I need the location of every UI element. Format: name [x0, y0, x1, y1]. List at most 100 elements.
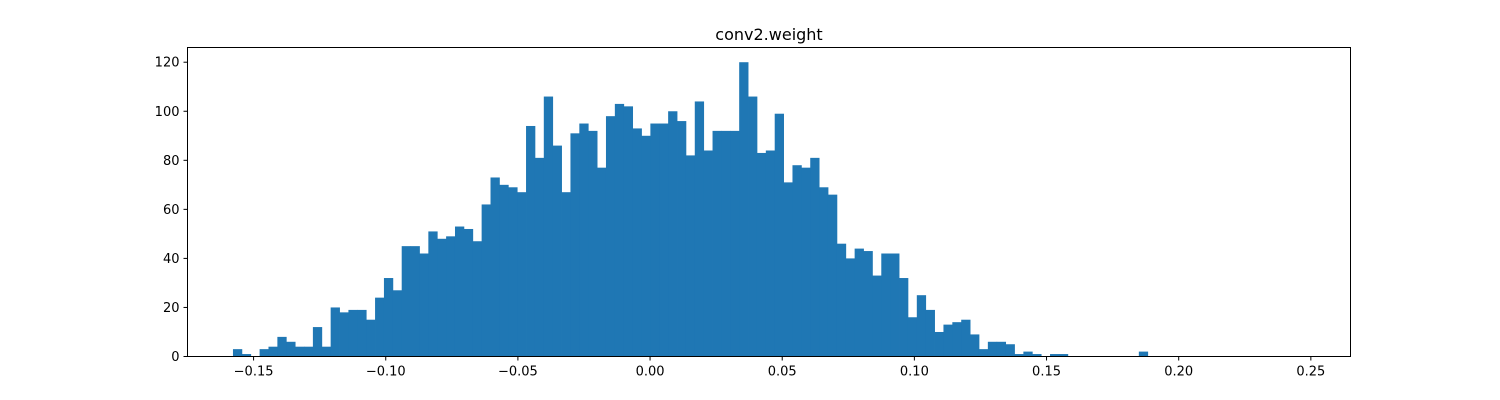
- histogram-bar: [357, 309, 367, 357]
- x-tick-label: −0.05: [498, 365, 538, 380]
- histogram-bar: [286, 341, 296, 357]
- histogram-bar: [845, 258, 856, 357]
- histogram-bar: [668, 111, 678, 357]
- y-tick-label: 120: [155, 56, 180, 71]
- histogram-bar: [1023, 351, 1033, 357]
- histogram-bar: [677, 121, 687, 357]
- histogram-bar: [259, 349, 269, 357]
- histogram-bar: [339, 312, 349, 357]
- histogram-bar: [836, 243, 847, 357]
- histogram-bar: [685, 155, 696, 357]
- histogram-bar: [517, 192, 527, 357]
- chart-title: conv2.weight: [715, 25, 822, 44]
- histogram-bar: [943, 324, 953, 357]
- histogram-bar: [854, 248, 864, 357]
- histogram-bar: [552, 145, 562, 357]
- histogram-bar: [650, 123, 660, 357]
- histogram-bar: [588, 130, 598, 357]
- histogram-bar: [579, 123, 589, 357]
- x-tick-label: 0.15: [1032, 365, 1061, 380]
- histogram-bar: [597, 167, 607, 357]
- plot-frame: [187, 47, 1351, 357]
- histogram-bar: [1032, 354, 1042, 357]
- histogram-bar: [1014, 354, 1024, 357]
- histogram-bar: [641, 135, 651, 357]
- histogram-bar: [659, 123, 669, 357]
- histogram-bar: [703, 150, 713, 357]
- histogram-bar: [756, 152, 767, 357]
- histogram-bar: [970, 334, 980, 357]
- histogram-bar: [446, 236, 456, 357]
- histogram-bar: [952, 322, 962, 357]
- histogram-bar: [890, 253, 900, 357]
- histogram-bar: [401, 246, 411, 357]
- histogram-bar: [712, 130, 722, 357]
- histogram-bar: [721, 130, 731, 357]
- histogram-bar: [694, 101, 705, 357]
- y-tick-label: 20: [163, 301, 180, 316]
- y-axis: 0 20 40 60 80 100 120: [155, 56, 188, 365]
- histogram-bar: [739, 62, 749, 357]
- y-tick-label: 100: [155, 105, 180, 120]
- histogram-bar: [934, 331, 944, 357]
- histogram-bar: [748, 96, 758, 357]
- histogram-bar: [819, 187, 829, 357]
- x-tick-label: 0.00: [636, 365, 665, 380]
- histogram-bar: [534, 157, 545, 357]
- histogram-bar: [1005, 344, 1015, 357]
- histogram-bar: [472, 241, 483, 357]
- histogram-bar: [304, 346, 314, 357]
- histogram-bar: [1050, 354, 1060, 357]
- histogram-bar: [321, 346, 332, 357]
- histogram-bar: [987, 341, 998, 357]
- histogram-bar: [295, 346, 305, 357]
- histogram-bar: [392, 290, 403, 357]
- x-tick-label: 0.05: [768, 365, 797, 380]
- histogram-bar: [863, 251, 873, 357]
- histogram-bar: [1138, 351, 1149, 357]
- y-tick-label: 60: [163, 203, 180, 218]
- x-tick-label: 0.25: [1296, 365, 1325, 380]
- histogram-bar: [241, 354, 252, 357]
- bars-group: [232, 62, 1149, 357]
- histogram-bar: [383, 278, 394, 357]
- histogram-bar: [614, 103, 625, 357]
- histogram-bar: [925, 309, 935, 357]
- histogram-bar: [277, 336, 287, 357]
- histogram-bar: [508, 187, 518, 357]
- histogram-bar: [792, 165, 802, 357]
- histogram-bar: [561, 192, 571, 357]
- histogram-bar: [881, 253, 891, 357]
- y-tick-label: 0: [171, 350, 179, 365]
- histogram-bar: [632, 128, 642, 357]
- histogram-bar: [499, 184, 509, 357]
- histogram-bar: [268, 346, 278, 357]
- histogram-bar: [774, 113, 784, 357]
- histogram-bar: [526, 125, 536, 357]
- histogram-bar: [490, 177, 500, 357]
- x-tick-label: 0.10: [900, 365, 929, 380]
- histogram-bar: [570, 133, 580, 357]
- y-tick-label: 80: [163, 154, 180, 169]
- histogram-bar: [481, 204, 491, 357]
- histogram-bar: [437, 238, 447, 357]
- histogram-bar: [232, 349, 243, 357]
- histogram-bar: [623, 106, 634, 357]
- histogram-bar: [348, 309, 358, 357]
- histogram-bar: [961, 319, 971, 357]
- histogram-bar: [899, 278, 909, 357]
- histogram-bar: [872, 275, 882, 357]
- histogram-bar: [810, 157, 820, 357]
- histogram-bar: [730, 130, 740, 357]
- histogram-bar: [454, 226, 465, 357]
- histogram-bar: [1058, 354, 1069, 357]
- histogram-bar: [463, 228, 474, 357]
- y-tick-label: 40: [163, 252, 180, 267]
- histogram-bar: [801, 167, 811, 357]
- histogram-bar: [366, 319, 376, 357]
- histogram-bar: [428, 231, 438, 357]
- x-tick-label: −0.10: [366, 365, 406, 380]
- histogram-bar: [996, 341, 1007, 357]
- histogram-bar: [543, 96, 554, 357]
